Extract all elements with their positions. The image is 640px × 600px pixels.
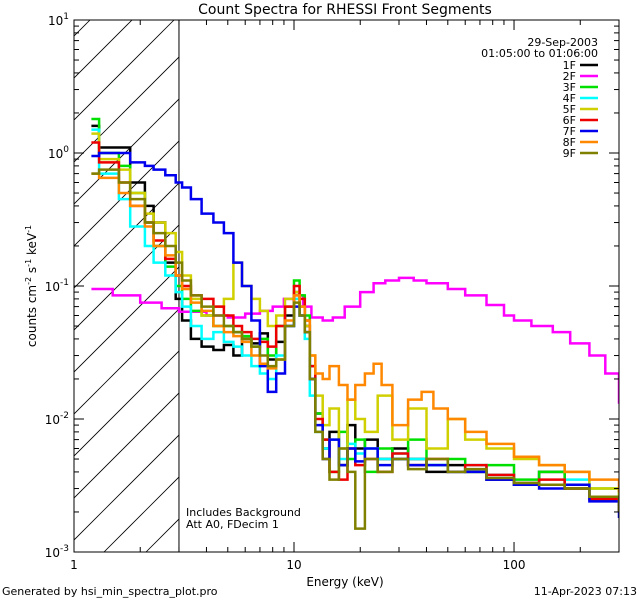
y-tick-exp: -3 (60, 544, 69, 554)
y-tick-label: 10-1 (45, 278, 69, 294)
date-label: 29-Sep-2003 (527, 36, 598, 49)
y-tick-exp: 0 (63, 145, 69, 155)
legend-label-6F: 6F (563, 114, 576, 127)
time-range-label: 01:05:00 to 01:06:00 (481, 47, 598, 60)
y-tick-base: 10 (48, 147, 63, 161)
x-tick-label: 1 (70, 558, 78, 572)
generated-by-label: Generated by hsi_min_spectra_plot.pro (2, 585, 218, 598)
y-label-part3: keV (25, 232, 39, 259)
hatch-line (74, 20, 91, 37)
annotation-attenuator: Att A0, FDecim 1 (186, 518, 279, 531)
series-9F (91, 168, 619, 530)
x-axis-label: Energy (keV) (306, 575, 383, 589)
x-tick-label: 100 (503, 558, 526, 572)
y-tick-exp: -2 (60, 411, 69, 421)
hatch-line (74, 182, 179, 289)
hatch-line (74, 434, 179, 541)
y-tick-exp: -1 (60, 278, 69, 288)
y-tick-label: 10-2 (45, 411, 69, 427)
x-tick-label: 10 (286, 558, 301, 572)
hatch-lines (0, 0, 640, 552)
hatch-line (230, 0, 640, 552)
hatch-line (74, 350, 179, 457)
legend-label-2F: 2F (563, 70, 576, 83)
hatch-line (74, 308, 179, 415)
y-tick-label: 100 (48, 145, 69, 161)
y-tick-exp: 1 (63, 12, 69, 22)
y-tick-base: 10 (45, 413, 60, 427)
hatch-line (74, 20, 175, 121)
y-label-sup3: -1 (24, 225, 33, 233)
y-label-sup1: -2 (24, 277, 33, 285)
y-tick-label: 101 (48, 12, 69, 28)
hatch-line (74, 224, 179, 331)
legend-label-3F: 3F (563, 81, 576, 94)
legend-label-9F: 9F (563, 147, 576, 160)
hatch-line (74, 392, 179, 499)
legend-label-4F: 4F (563, 92, 576, 105)
y-tick-label: 10-3 (45, 544, 69, 560)
hatch-line (74, 98, 179, 205)
y-tick-base: 10 (48, 14, 63, 28)
hatched-region (0, 0, 640, 552)
y-label-part2: s (25, 267, 39, 277)
legend-label-5F: 5F (563, 103, 576, 116)
legend-label-8F: 8F (563, 136, 576, 149)
y-tick-base: 10 (45, 280, 60, 294)
legend-label-7F: 7F (563, 125, 576, 138)
y-tick-base: 10 (45, 546, 60, 560)
timestamp-label: 11-Apr-2023 07:13 (534, 585, 637, 598)
chart-title: Count Spectra for RHESSI Front Segments (198, 2, 492, 18)
y-label-part1: counts cm (25, 285, 39, 347)
legend-label-1F: 1F (563, 59, 576, 72)
y-axis-label: counts cm-2 s-1 keV-1 (24, 225, 39, 347)
hatch-line (74, 20, 133, 79)
y-label-sup2: -1 (24, 259, 33, 267)
hatch-line (272, 0, 640, 552)
hatch-line (0, 0, 116, 552)
x-axis: 1 10 100 (70, 20, 620, 572)
series-layer (91, 117, 619, 530)
annotation-background: Includes Background (186, 506, 301, 519)
